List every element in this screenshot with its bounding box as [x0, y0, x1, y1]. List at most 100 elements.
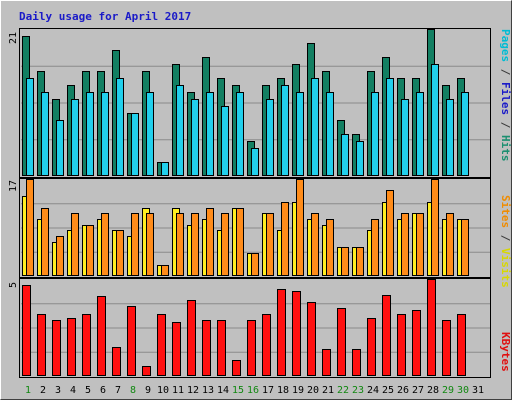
pages-legend-part-0: Pages [499, 29, 512, 62]
kbytes-kbytes-bar-day-19 [292, 291, 301, 376]
kbytes-panel-frame [19, 278, 491, 378]
sites-panel-frame [19, 178, 491, 278]
kbytes-kbytes-bar-day-10 [157, 314, 166, 376]
pages-pages-bar-day-14 [221, 106, 229, 176]
day-label-1: 1 [25, 385, 31, 396]
kbytes-kbytes-bar-day-3 [52, 320, 61, 376]
day-label-25: 25 [382, 385, 394, 396]
sites-max-label: 17 [8, 180, 19, 192]
kbytes-kbytes-bar-day-7 [112, 347, 121, 376]
chart-title: Daily usage for April 2017 [19, 10, 191, 23]
day-label-3: 3 [55, 385, 61, 396]
pages-pages-bar-day-6 [101, 92, 109, 176]
day-label-17: 17 [262, 385, 274, 396]
sites-sites-bar-day-17 [266, 213, 274, 276]
sites-sites-bar-day-20 [311, 213, 319, 276]
sites-legend: Sites / Visits [499, 195, 512, 288]
kbytes-kbytes-bar-day-23 [352, 349, 361, 376]
kbytes-kbytes-bar-day-1 [22, 285, 31, 376]
kbytes-kbytes-bar-day-22 [337, 308, 346, 376]
kbytes-kbytes-bar-day-5 [82, 314, 91, 376]
pages-pages-bar-day-19 [296, 92, 304, 176]
kbytes-kbytes-bar-day-6 [97, 296, 106, 376]
sites-sites-bar-day-18 [281, 202, 289, 276]
kbytes-kbytes-bar-day-21 [322, 349, 331, 376]
kbytes-legend: KBytes [499, 332, 512, 372]
kbytes-kbytes-bar-day-12 [187, 300, 196, 376]
pages-pages-bar-day-9 [146, 92, 154, 176]
day-label-11: 11 [172, 385, 184, 396]
sites-sites-bar-day-28 [431, 179, 439, 276]
pages-pages-bar-day-22 [341, 134, 349, 176]
day-label-22: 22 [337, 385, 349, 396]
pages-pages-bar-day-26 [401, 99, 409, 176]
sites-sites-bar-day-21 [326, 219, 334, 276]
day-label-13: 13 [202, 385, 214, 396]
day-label-31: 31 [472, 385, 484, 396]
sites-sites-bar-day-19 [296, 179, 304, 276]
pages-legend-part-3: / [499, 115, 512, 135]
sites-sites-bar-day-26 [401, 213, 409, 276]
kbytes-kbytes-bar-day-11 [172, 322, 181, 376]
pages-pages-bar-day-17 [266, 99, 274, 176]
kbytes-kbytes-bar-day-20 [307, 302, 316, 376]
day-label-30: 30 [457, 385, 469, 396]
pages-pages-bar-day-23 [356, 141, 364, 176]
pages-pages-bar-day-15 [236, 92, 244, 176]
kbytes-kbytes-bar-day-30 [457, 314, 466, 376]
day-label-15: 15 [232, 385, 244, 396]
kbytes-kbytes-bar-day-13 [202, 320, 211, 376]
sites-legend-part-1: / [499, 228, 512, 248]
kbytes-kbytes-bar-day-9 [142, 366, 151, 376]
kbytes-kbytes-bar-day-8 [127, 306, 136, 376]
day-label-26: 26 [397, 385, 409, 396]
pages-pages-bar-day-8 [131, 113, 139, 176]
sites-sites-bar-day-8 [131, 213, 139, 276]
sites-sites-bar-day-10 [161, 265, 169, 276]
kbytes-kbytes-bar-day-16 [247, 320, 256, 376]
sites-sites-bar-day-9 [146, 213, 154, 276]
day-label-18: 18 [277, 385, 289, 396]
sites-sites-bar-day-4 [71, 213, 79, 276]
sites-sites-bar-day-11 [176, 213, 184, 276]
sites-sites-bar-day-22 [341, 247, 349, 276]
sites-sites-bar-day-3 [56, 236, 64, 276]
kbytes-kbytes-bar-day-4 [67, 318, 76, 376]
kbytes-kbytes-bar-day-2 [37, 314, 46, 376]
day-label-12: 12 [187, 385, 199, 396]
kbytes-kbytes-bar-day-25 [382, 295, 391, 376]
bars-layer [22, 29, 469, 376]
day-label-10: 10 [157, 385, 169, 396]
day-label-28: 28 [427, 385, 439, 396]
pages-pages-bar-day-5 [86, 92, 94, 176]
day-label-2: 2 [40, 385, 46, 396]
pages-pages-bar-day-7 [116, 78, 124, 176]
sites-sites-bar-day-5 [86, 225, 94, 276]
sites-sites-bar-day-12 [191, 213, 199, 276]
day-label-29: 29 [442, 385, 454, 396]
kbytes-kbytes-bar-day-26 [397, 314, 406, 376]
sites-legend-part-0: Sites [499, 195, 512, 228]
sites-sites-bar-day-2 [41, 208, 49, 276]
pages-pages-bar-day-2 [41, 92, 49, 176]
kbytes-kbytes-bar-day-17 [262, 314, 271, 376]
kbytes-kbytes-bar-day-29 [442, 320, 451, 376]
sites-sites-bar-day-15 [236, 208, 244, 276]
day-label-23: 23 [352, 385, 364, 396]
day-label-6: 6 [100, 385, 106, 396]
kbytes-kbytes-bar-day-18 [277, 289, 286, 376]
pages-legend-part-2: Files [499, 82, 512, 115]
sites-sites-bar-day-16 [251, 253, 259, 276]
x-axis-day-labels: 1 2 3 4 5 6 7 8 9 10 11 12 13 14 15 16 17 18 19 20 21 22 23 24 2… [25, 385, 484, 396]
pages-pages-bar-day-3 [56, 120, 64, 176]
kbytes-max-label: 5 [8, 282, 19, 288]
day-label-24: 24 [367, 385, 379, 396]
pages-pages-bar-day-12 [191, 99, 199, 176]
pages-pages-bar-day-13 [206, 92, 214, 176]
pages-pages-bar-day-25 [386, 78, 394, 176]
sites-sites-bar-day-27 [416, 213, 424, 276]
sites-sites-bar-day-6 [101, 213, 109, 276]
pages-panel-frame [19, 28, 491, 178]
sites-sites-bar-day-30 [461, 219, 469, 276]
